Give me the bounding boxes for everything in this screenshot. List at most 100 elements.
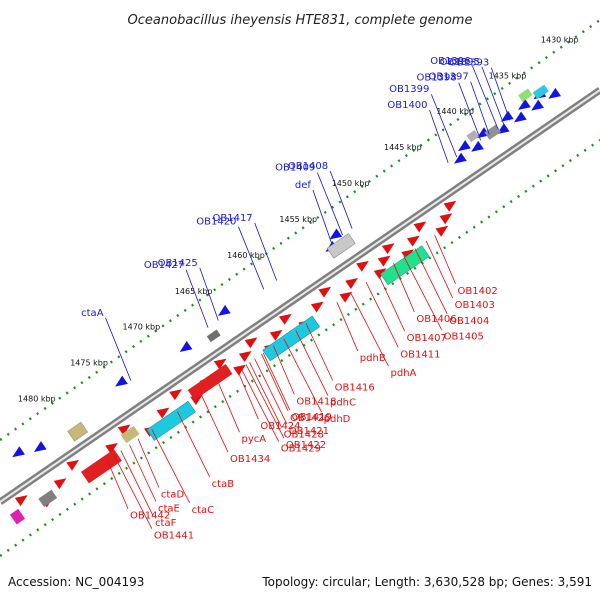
gene-label: OB1424: [260, 421, 300, 432]
gene-label: OB1421: [289, 426, 329, 437]
gene-label: OB1420: [196, 217, 236, 228]
map-title: Oceanobacillus iheyensis HTE831, complet…: [128, 13, 473, 28]
label-leader: [120, 450, 154, 516]
reverse-gene-arrow: [454, 152, 467, 164]
label-leader: [129, 444, 157, 502]
gene-label: ctaD: [161, 490, 185, 501]
gene-label: OB1422: [286, 440, 326, 451]
gene-box-cyan: [532, 84, 549, 100]
kbp-tick-label: 1460 kbp: [227, 251, 265, 260]
label-leader: [316, 172, 344, 236]
label-leader: [472, 65, 499, 129]
gene-label: pdhA: [391, 368, 417, 379]
forward-gene-arrow: [169, 389, 182, 401]
kbp-tick-label: 1430 kbp: [541, 35, 579, 44]
gene-label: ctaA: [81, 308, 104, 319]
gene-box-grey: [484, 124, 502, 140]
label-leader: [470, 81, 490, 135]
gene-label: OB1417: [212, 213, 252, 224]
reverse-gene-arrow: [548, 87, 562, 99]
label-leader: [393, 263, 415, 313]
gene-label: OB1404: [449, 316, 489, 327]
gene-label: OB1427: [144, 260, 184, 271]
gene-box-olive: [120, 425, 140, 444]
gene-label: OB1411: [400, 349, 440, 360]
gene-label: OB1429: [281, 444, 321, 455]
kbp-tick-label: 1480 kbp: [18, 395, 56, 404]
label-leader: [336, 302, 359, 352]
kbp-tick-labels: 1430 kbp 1435 kbp 1440 kbp 1445 kbp 1450 kbp…: [18, 35, 579, 403]
reverse-gene-arrow: [329, 228, 343, 240]
gene-box-red: [187, 364, 233, 400]
gene-label: pycA: [241, 434, 266, 445]
forward-gene-arrow: [439, 213, 453, 225]
gene-box-cds: [146, 400, 196, 441]
label-leader: [240, 367, 280, 442]
gene-label: def: [295, 180, 312, 191]
reverse-gene-arrow: [217, 305, 231, 316]
label-leader: [283, 338, 322, 413]
reverse-gene-arrow: [33, 441, 47, 453]
label-leader: [199, 267, 219, 321]
gene-box-red: [81, 449, 122, 484]
label-leader: [350, 292, 389, 367]
forward-gene-arrow: [213, 358, 227, 370]
gene-label: OB1402: [458, 286, 498, 297]
gene-label: OB1428: [284, 429, 324, 440]
reverse-gene-arrow: [12, 446, 25, 458]
forward-gene-arrow: [377, 255, 391, 267]
label-leader: [434, 234, 456, 284]
gene-label: OB1398: [417, 73, 457, 84]
reverse-gene-arrow: [500, 110, 514, 122]
forward-gene-arrow: [233, 364, 246, 376]
reverse-gene-arrow: [471, 140, 484, 152]
gene-label: OB1419: [292, 412, 332, 423]
reverse-gene-arrow: [458, 140, 471, 152]
forward-gene-arrow: [244, 337, 258, 349]
kbp-tick-label: 1455 kbp: [279, 215, 317, 224]
forward-gene-arrow: [310, 301, 324, 313]
gene-box-grey: [326, 233, 356, 259]
label-leader: [425, 240, 453, 299]
gene-box-rrna: [380, 245, 430, 286]
gene-box-grey: [466, 130, 480, 143]
label-leader: [365, 281, 399, 348]
kbp-tick-label: 1470 kbp: [123, 323, 161, 332]
label-leader: [305, 323, 333, 381]
reverse-gene-arrow: [531, 99, 544, 111]
genome-summary: Topology: circular; Length: 3,630,528 bp…: [261, 575, 592, 589]
label-leader: [106, 459, 129, 509]
label-leader: [414, 248, 448, 315]
forward-gene-arrow: [435, 225, 449, 237]
reverse-gene-arrow: [518, 98, 531, 110]
forward-gene-arrow: [318, 286, 332, 298]
forward-gene-arrow: [413, 221, 427, 233]
gene-label: OB1426: [290, 413, 330, 424]
gene-label: pdhB: [360, 353, 386, 364]
backbone-highlight: [0, 89, 600, 503]
label-leader: [481, 66, 505, 125]
gene-label: pdhC: [330, 398, 356, 409]
label-leader: [237, 370, 259, 420]
gene-box-cds: [262, 315, 321, 362]
label-leader: [429, 109, 449, 163]
label-leader: [151, 429, 190, 504]
gene-label: OB1441: [154, 531, 194, 542]
forward-gene-arrow: [373, 268, 387, 280]
forward-gene-arrow: [356, 260, 369, 272]
gene-label: OB1407: [407, 333, 447, 344]
gene-box-olive: [67, 421, 89, 442]
gene-label: OB1393: [449, 58, 489, 69]
gene-label: OB1406: [416, 314, 456, 325]
features: [9, 84, 562, 525]
gene-label: OB1403: [455, 300, 495, 311]
forward-gene-arrow: [381, 243, 395, 255]
reverse-gene-arrow: [115, 375, 128, 387]
gene-box-grey: [206, 329, 221, 343]
accession-label: Accession: NC_004193: [8, 575, 144, 589]
gene-label: OB1425: [158, 258, 198, 269]
forward-gene-arrow: [14, 495, 28, 507]
gene-label: OB1405: [444, 332, 484, 343]
gene-label: ctaB: [212, 479, 235, 490]
forward-gene-arrow: [53, 478, 67, 490]
